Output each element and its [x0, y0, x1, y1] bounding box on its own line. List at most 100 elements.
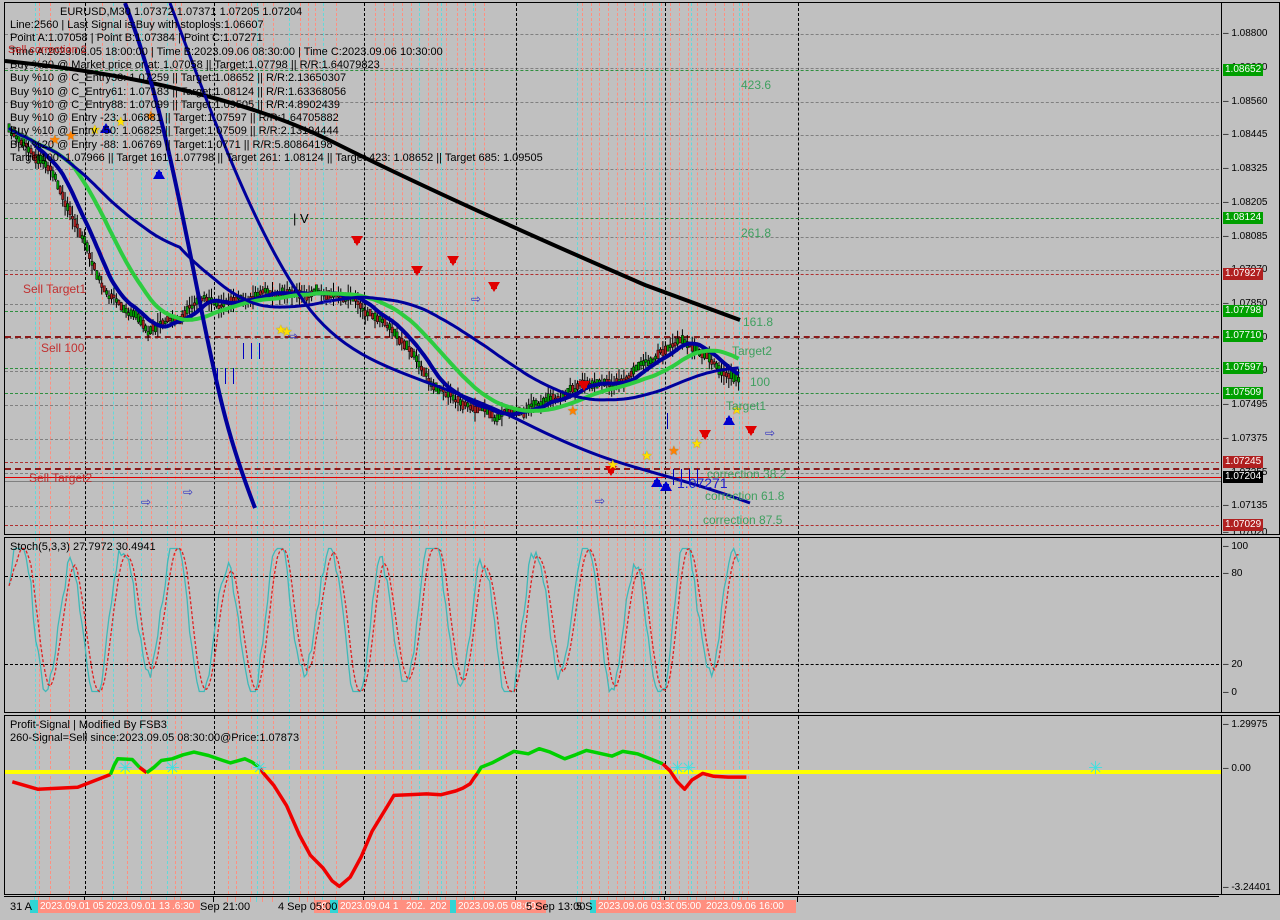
price-label-green: 1.08124: [1223, 212, 1264, 224]
session-gridline-red: [102, 716, 103, 894]
session-gridline-red: [591, 3, 592, 534]
session-gridline-red: [706, 716, 707, 894]
time-tick-red: [299, 897, 300, 902]
session-gridline-cyan: [35, 538, 36, 712]
session-gridline-red: [457, 3, 458, 534]
session-gridline-red: [175, 538, 176, 712]
session-gridline-red: [273, 3, 274, 534]
session-gridline-red: [50, 3, 51, 534]
session-gridline-red: [393, 3, 394, 534]
stoch-tick: – 80: [1223, 568, 1243, 579]
session-gridline-cyan: [167, 538, 168, 712]
level-line: [5, 336, 1279, 338]
time-tick-red: [49, 897, 50, 902]
price-scale[interactable]: – 1.08800– 1.08680– 1.08560– 1.08445– 1.…: [1221, 3, 1279, 538]
session-gridline-red: [670, 716, 671, 894]
chart-info-line-6: Buy %10 @ C_Entry88: 1.07099 || Target:1…: [10, 98, 340, 111]
session-gridline-red: [411, 538, 412, 712]
sell-correction-overlay: Sell correction 2: [8, 44, 87, 56]
day-separator: [214, 3, 215, 534]
signal-star-icon: ★: [731, 402, 743, 417]
session-gridline-red: [608, 538, 609, 712]
session-gridline-red: [608, 716, 609, 894]
session-gridline-red: [228, 538, 229, 712]
session-gridline-red: [251, 716, 252, 894]
price-gridline: [5, 270, 1279, 271]
session-gridline-red: [228, 716, 229, 894]
session-gridline-red: [742, 538, 743, 712]
stoch-scale[interactable]: – 100 – 80 – 20 – 0: [1221, 538, 1279, 712]
session-gridline-red: [428, 538, 429, 712]
price-label-green: 1.07798: [1223, 305, 1264, 317]
signal-star-icon: ★: [567, 403, 579, 418]
session-gridline-red: [39, 538, 40, 712]
session-gridline-red: [643, 3, 644, 534]
level-line: [5, 70, 1279, 71]
time-tick-red: [732, 897, 733, 902]
session-gridline-red: [273, 716, 274, 894]
price-pane[interactable]: ★ ★ ★ ★ ★ ★ ★ ★ ★ ★ ★ ★ ★ ⇨ ⇨ ⇨ ⇨ ⇨ ⇨ ⇨ | V EURUSD,M30 1.073…: [4, 2, 1280, 538]
session-gridline-cyan: [323, 538, 324, 712]
signal-star-icon: ★: [641, 448, 653, 463]
session-gridline-red: [263, 3, 264, 534]
session-gridline-red: [652, 3, 653, 534]
zero-line: [5, 770, 1279, 774]
session-gridline-red: [315, 3, 316, 534]
session-gridline-red: [428, 3, 429, 534]
time-tick-red: [660, 897, 661, 902]
annotation-sell-target2: Sell Target2: [29, 471, 93, 485]
profit-scale[interactable]: – 1.29975 – 0.00 – -3.24401: [1221, 716, 1279, 894]
tick-mark: [225, 368, 226, 384]
level-line: [5, 393, 1279, 394]
time-scale[interactable]: 2023.09.01 05:00 2023.09.01 13:30.6:30 20 2…: [4, 896, 1219, 918]
price-label-red: 1.07245: [1223, 456, 1264, 468]
session-gridline-red: [742, 3, 743, 534]
annotation-423-6: 423.6: [741, 78, 772, 92]
session-gridline-red: [484, 538, 485, 712]
session-gridline-red: [706, 3, 707, 534]
session-gridline-cyan: [167, 3, 168, 534]
time-tick-red: [633, 897, 634, 902]
session-gridline-red: [697, 3, 698, 534]
time-tick-cyan: [472, 897, 473, 902]
session-gridline-red: [617, 716, 618, 894]
session-gridline-cyan: [257, 716, 258, 894]
time-tick-cyan: [140, 897, 141, 902]
chart-symbol-title: EURUSD,M30 1.07372 1.07371 1.07205 1.072…: [60, 6, 303, 18]
stochastic-pane[interactable]: Stoch(5,3,3) 27.7972 30.4941 – 100 – 80 – 2…: [4, 537, 1280, 713]
price-label-green: 1.07597: [1223, 362, 1264, 374]
session-gridline-cyan: [441, 716, 442, 894]
annotation-1-07271: 1.07271: [677, 475, 728, 491]
day-separator: [798, 716, 799, 894]
session-gridline-red: [300, 538, 301, 712]
cross-marker-icon: ✳: [164, 758, 180, 778]
profit-signal-pane[interactable]: ✳ ✳ ✳ ✳ ✳ ✳ Profit-Signal | Modified By FSB3 2…: [4, 715, 1280, 895]
session-gridline-red: [652, 716, 653, 894]
stoch-tick: – 0: [1223, 687, 1237, 698]
session-gridline-red: [402, 716, 403, 894]
session-gridline-cyan: [323, 3, 324, 534]
annotation-sell-target1: Sell Target1: [23, 282, 87, 296]
session-gridline-red: [457, 716, 458, 894]
time-tick-cyan: [440, 897, 441, 902]
session-gridline-cyan: [473, 716, 474, 894]
signal-star-icon: ★: [49, 132, 61, 147]
ghost-arrow-icon: ⇨: [595, 494, 606, 508]
time-box-label: 2023.09.06 03:30: [596, 900, 686, 913]
price-tick: – 1.08205: [1223, 197, 1268, 208]
cross-marker-icon: ✳: [117, 758, 133, 778]
session-gridline-red: [697, 538, 698, 712]
time-tick-red: [714, 897, 715, 902]
time-tick-red: [581, 897, 582, 902]
session-gridline-red: [228, 3, 229, 534]
level-line: [5, 462, 1279, 463]
session-gridline-red: [733, 716, 734, 894]
session-gridline-red: [634, 538, 635, 712]
session-gridline-red: [127, 716, 128, 894]
ghost-arrow-icon: ⇨: [183, 485, 194, 499]
price-tick: – 1.08560: [1223, 96, 1268, 107]
session-gridline-red: [670, 538, 671, 712]
price-gridline: [5, 405, 1279, 406]
session-gridline-cyan: [141, 716, 142, 894]
